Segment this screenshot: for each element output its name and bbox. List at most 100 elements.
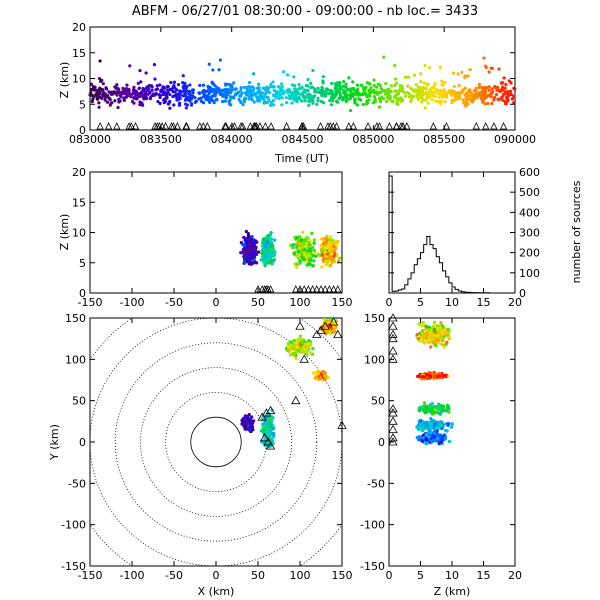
source-point [92,88,96,92]
y-tick-label: 600 [519,166,540,179]
source-point [447,439,452,444]
source-point [482,93,487,97]
source-point [431,94,436,98]
source-point [430,407,434,412]
source-point [241,419,245,424]
source-point [486,101,490,106]
source-point [342,91,346,95]
source-point [281,70,286,74]
x-tick-label: 084000 [211,133,253,146]
source-point [334,325,338,330]
source-point [303,342,308,346]
x-tick-label: 10 [445,569,459,582]
source-point [310,85,314,89]
source-point [130,100,135,104]
source-point [122,98,126,102]
source-point [201,95,206,99]
source-point [242,259,247,263]
source-point [215,98,219,102]
source-point [253,93,257,97]
source-point [232,96,236,100]
source-point [117,97,121,101]
source-point [251,72,256,76]
x-tick-label: 20 [508,569,522,582]
source-point [312,241,316,245]
height-y-panel: 0 5 10 15 20 -150 -100 -50 0 50 100 150 Z (km) [360,312,522,598]
source-point [500,89,504,93]
source-point [108,103,112,107]
source-point [444,92,448,96]
source-point [232,81,236,85]
source-point [353,100,357,104]
source-point [271,99,276,103]
source-point [371,89,375,93]
source-point [489,91,493,96]
station-triangle [257,412,267,421]
source-point [172,103,176,107]
source-point [115,93,119,97]
source-point [179,90,183,94]
source-point [496,97,500,101]
source-point [309,81,313,85]
height-y-xlabel: Z (km) [434,585,471,598]
source-point [419,80,423,84]
source-point [95,89,99,93]
source-point [440,409,445,413]
histogram-frame [388,171,516,294]
source-point [122,89,126,93]
station-triangle [292,285,300,293]
source-point [449,88,454,93]
y-tick-label: -50 [68,477,86,490]
source-point [451,71,456,75]
source-point [298,92,302,96]
source-point [243,423,248,428]
source-point [367,89,371,94]
source-point [431,438,435,442]
source-point [98,91,102,95]
source-point [439,440,444,444]
source-point [407,92,411,96]
source-point [181,74,185,78]
source-point [300,85,304,89]
source-point [332,253,336,258]
source-point [243,416,248,420]
station-triangle [246,122,255,130]
source-point [443,80,447,85]
source-point [243,96,247,100]
source-point [262,95,266,99]
source-point [466,97,470,101]
source-point [306,254,311,259]
source-point [280,103,284,107]
source-point [165,88,169,92]
plan-view-panel: -150 -100 -50 0 50 100 150 -150 -100 -50 0 50 100 15… [48,312,353,598]
source-point [210,94,214,98]
y-tick-label: 100 [364,353,385,366]
source-point [301,345,306,350]
source-point [432,327,437,332]
source-point [238,94,242,98]
source-point [373,98,377,103]
source-point [420,425,425,429]
source-point [508,89,513,94]
source-point [384,92,388,96]
source-point [483,102,487,106]
source-point [285,73,290,77]
source-point [421,433,426,437]
source-point [342,80,346,84]
source-point [229,95,233,100]
source-point [184,106,188,110]
source-point [100,78,104,82]
source-point [308,351,313,355]
source-point [343,94,347,98]
source-point [417,437,422,442]
station-triangle [312,329,322,338]
source-point [431,332,435,337]
source-point [257,85,261,90]
source-point [457,94,461,98]
source-point [269,100,274,105]
source-point [113,99,117,103]
source-point [263,421,268,425]
source-point [439,423,444,428]
source-point [332,95,336,100]
source-point [110,101,114,105]
